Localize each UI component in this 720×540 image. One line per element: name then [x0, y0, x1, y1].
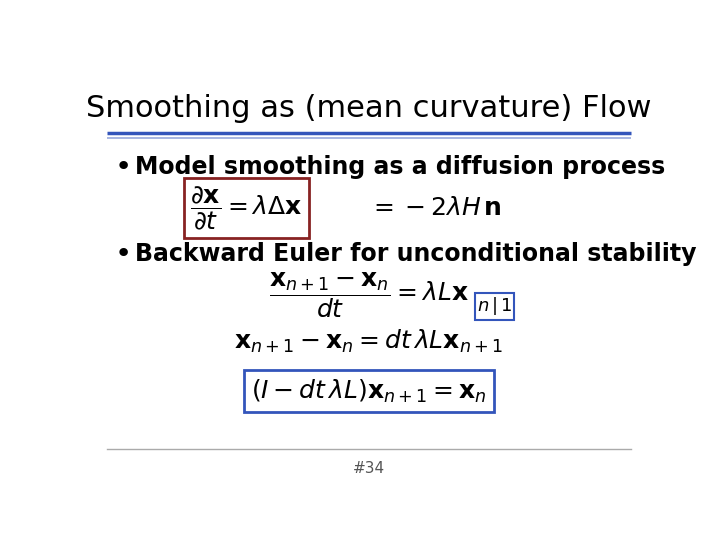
Text: Model smoothing as a diffusion process: Model smoothing as a diffusion process	[135, 154, 665, 179]
Text: $= -2\lambda H\,\mathbf{n}$: $= -2\lambda H\,\mathbf{n}$	[369, 196, 502, 220]
Text: Backward Euler for unconditional stability: Backward Euler for unconditional stabili…	[135, 242, 696, 266]
Text: $\mathbf{x}_{n+1} - \mathbf{x}_n = dt\,\lambda L\mathbf{x}_{n+1}$: $\mathbf{x}_{n+1} - \mathbf{x}_n = dt\,\…	[235, 328, 503, 355]
Text: $\dfrac{\mathbf{x}_{n+1} - \mathbf{x}_n}{dt} = \lambda L\mathbf{x}$: $\dfrac{\mathbf{x}_{n+1} - \mathbf{x}_n}…	[269, 271, 469, 320]
Text: #34: #34	[353, 461, 385, 476]
Text: $\dfrac{\partial\mathbf{x}}{\partial t} = \lambda\Delta\mathbf{x}$: $\dfrac{\partial\mathbf{x}}{\partial t} …	[190, 184, 302, 232]
Text: •: •	[115, 153, 132, 181]
Text: Smoothing as (mean curvature) Flow: Smoothing as (mean curvature) Flow	[86, 94, 652, 123]
Text: $n\,|\,1$: $n\,|\,1$	[477, 295, 512, 318]
Text: •: •	[115, 240, 132, 268]
Text: $(I - dt\,\lambda L)\mathbf{x}_{n+1} = \mathbf{x}_n$: $(I - dt\,\lambda L)\mathbf{x}_{n+1} = \…	[251, 377, 487, 405]
